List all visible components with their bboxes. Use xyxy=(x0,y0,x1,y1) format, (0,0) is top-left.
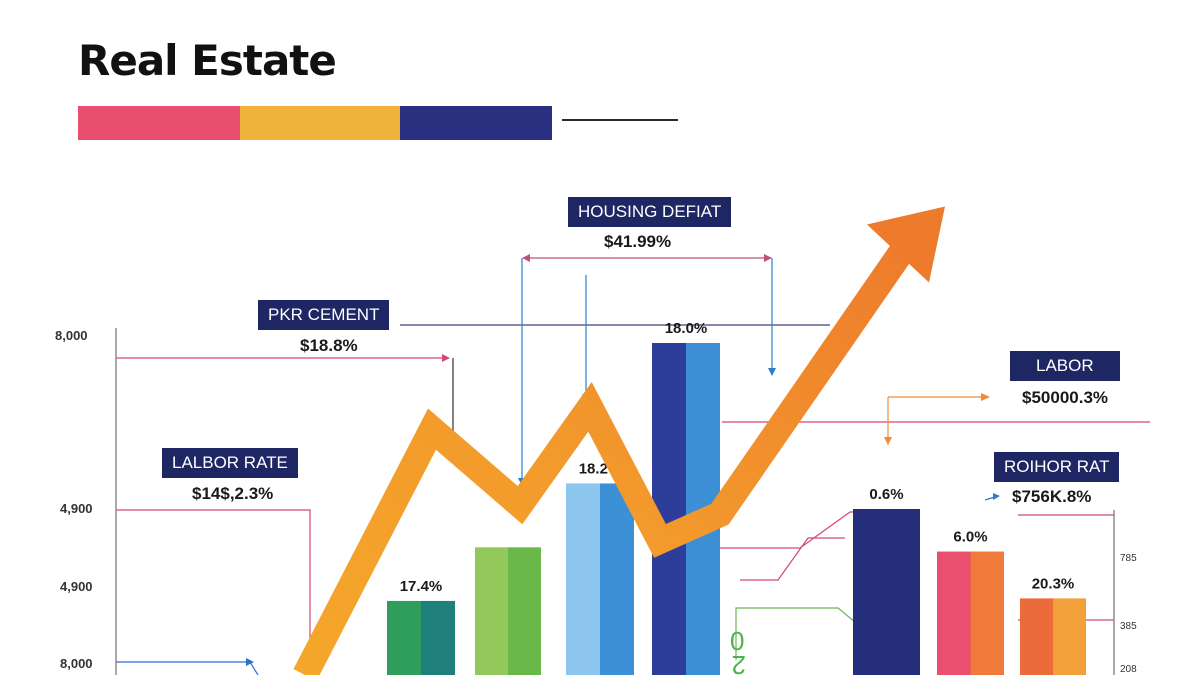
y-tick-label: 4,900 xyxy=(60,579,93,594)
callout-value-labor-rate: $14$,2.3% xyxy=(192,484,274,503)
bar-segment-left xyxy=(937,551,971,675)
bar-data-label: 0.6% xyxy=(869,486,903,503)
trend-arrowhead xyxy=(867,206,945,283)
right-tick-label: 208 xyxy=(1120,664,1137,675)
bar xyxy=(475,547,541,675)
accent-bar-pink xyxy=(78,106,240,140)
green-mark: 2 xyxy=(732,650,746,675)
bar xyxy=(1020,598,1086,675)
bar-segment-right xyxy=(508,547,541,675)
y-tick-label: 4,900 xyxy=(60,501,93,516)
bar-segment-right xyxy=(600,483,634,675)
callout-label-labor: LABOR xyxy=(1010,351,1120,381)
right-tick-label: 385 xyxy=(1120,621,1137,632)
callout-label-pkr-cement: PKR CEMENT xyxy=(258,300,390,330)
bar-segment-left xyxy=(566,483,600,675)
bar-data-label: 20.3% xyxy=(1032,575,1075,592)
bar xyxy=(566,483,634,675)
bar-data-label: 6.0% xyxy=(953,529,987,546)
accent-bar-navy xyxy=(400,106,552,140)
bar-segment-right xyxy=(886,509,920,675)
trend-line xyxy=(293,225,926,675)
bar-data-label: 18.0% xyxy=(665,320,708,337)
callout-label-labor-rate: LALBOR RATE xyxy=(162,448,298,478)
bar-segment-right xyxy=(421,600,455,675)
green-mark: 0 xyxy=(730,626,744,656)
bar xyxy=(853,509,920,675)
bar-segment-left xyxy=(853,509,887,675)
callout-value-pkr-cement: $18.8% xyxy=(300,336,358,355)
bar-segment-right xyxy=(1053,598,1086,675)
y-tick-label: 8,000 xyxy=(60,656,93,671)
callout-label-roihor-rat: ROIHOR RAT xyxy=(994,452,1120,482)
callout-value-housing-defiat: $41.99% xyxy=(604,232,672,251)
bar-data-label: 17.4% xyxy=(400,578,443,595)
bar-segment-left xyxy=(475,547,508,675)
callout-label-housing-defiat: HOUSING DEFIAT xyxy=(568,197,732,227)
bar xyxy=(937,551,1004,675)
accent-bar-yellow xyxy=(240,106,400,140)
bar-segment-right xyxy=(970,551,1004,675)
callout-value-labor: $50000.3% xyxy=(1022,388,1109,407)
bar-segment-left xyxy=(387,600,421,675)
right-tick-label: 785 xyxy=(1120,553,1137,564)
y-tick-label: 8,000 xyxy=(55,328,88,343)
trend-group xyxy=(293,206,945,675)
title-rule xyxy=(562,119,678,121)
callout-value-roihor-rat: $756K.8% xyxy=(1012,487,1092,506)
bar xyxy=(387,600,455,675)
bar-segment-left xyxy=(1020,598,1053,675)
page-title: Real Estate xyxy=(78,36,337,85)
